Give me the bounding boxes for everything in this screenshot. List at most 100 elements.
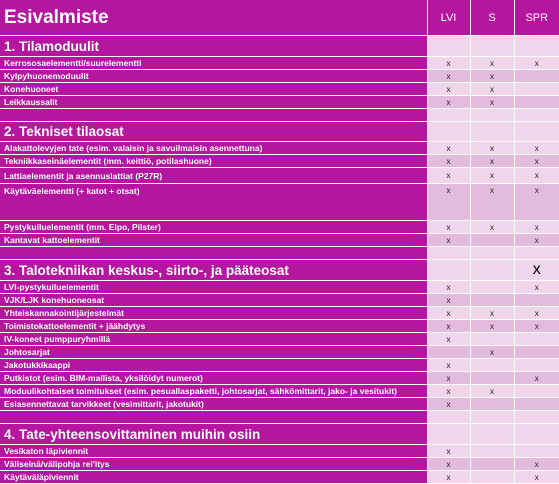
mark-cell-spr: x (513, 319, 559, 333)
mark-cell-spr (513, 35, 559, 57)
row-label: Pystykuiluelementit (mm. Elpo, Pilster) (0, 220, 428, 234)
section-header-row: 4. Tate-yhteensovittaminen muihin osiin (0, 423, 559, 445)
table-row: Käytäväelementti (+ katot + otsat) x x x (0, 183, 559, 221)
row-label: Käytäväläpiviennit (0, 470, 428, 484)
table-row: Tekniikkaseinäelementit (mm. keittiö, po… (0, 154, 559, 168)
mark-cell-lvi (426, 246, 470, 260)
mark-cell-s (469, 246, 514, 260)
mark-cell-s (469, 444, 514, 458)
row-label: Jakotukkikaappi (0, 358, 428, 372)
table-row: Toimistokattoelementit + jäähdytys x x x (0, 319, 559, 333)
mark-cell-lvi: x (426, 384, 470, 398)
table-row: IV-koneet pumppuryhmillä x (0, 332, 559, 346)
mark-cell-spr: x (513, 457, 559, 471)
mark-cell-lvi (426, 410, 470, 424)
section-title: 4. Tate-yhteensovittaminen muihin osiin (0, 423, 428, 445)
mark-cell-spr (513, 108, 559, 122)
table-row: Johtosarjat x (0, 345, 559, 359)
table-row: Lattiaelementit ja asennuslattiat (P27R)… (0, 167, 559, 184)
row-label: Lattiaelementit ja asennuslattiat (P27R) (0, 167, 428, 184)
mark-cell-spr (513, 95, 559, 109)
mark-cell-s (469, 259, 514, 281)
mark-cell-s (469, 397, 514, 411)
mark-cell-spr: x (513, 259, 559, 281)
row-label: Esiasennettavat tarvikkeet (vesimittarit… (0, 397, 428, 411)
mark-cell-s: x (469, 95, 514, 109)
mark-cell-s: x (469, 141, 514, 155)
row-label: Käytäväelementti (+ katot + otsat) (0, 183, 428, 221)
mark-cell-s: x (469, 167, 514, 184)
mark-cell-spr: x (513, 233, 559, 247)
mark-cell-lvi (426, 423, 470, 445)
mark-cell-spr (513, 332, 559, 346)
section-title: 3. Talotekniikan keskus-, siirto-, ja pä… (0, 259, 428, 281)
mark-cell-s (469, 371, 514, 385)
mark-cell-spr (513, 246, 559, 260)
row-label: IV-koneet pumppuryhmillä (0, 332, 428, 346)
table-row (0, 108, 559, 122)
mark-cell-s (469, 121, 514, 142)
mark-cell-spr: x (513, 306, 559, 320)
mark-cell-spr (513, 69, 559, 83)
mark-cell-lvi: x (426, 95, 470, 109)
mark-cell-lvi: x (426, 371, 470, 385)
table-row: Esiasennettavat tarvikkeet (vesimittarit… (0, 397, 559, 411)
mark-cell-lvi: x (426, 141, 470, 155)
mark-cell-lvi: x (426, 56, 470, 70)
mark-cell-spr: x (513, 56, 559, 70)
table-row: Vesikaton läpiviennit x (0, 444, 559, 458)
mark-cell-spr (513, 293, 559, 307)
mark-cell-lvi (426, 259, 470, 281)
table-row (0, 410, 559, 424)
mark-cell-lvi: x (426, 358, 470, 372)
mark-cell-spr: x (513, 167, 559, 184)
mark-cell-s (469, 35, 514, 57)
mark-cell-lvi (426, 121, 470, 142)
row-label: Kantavat kattoelementit (0, 233, 428, 247)
mark-cell-s: x (469, 183, 514, 221)
mark-cell-s (469, 233, 514, 247)
section-header-row: 3. Talotekniikan keskus-, siirto-, ja pä… (0, 259, 559, 281)
mark-cell-s (469, 457, 514, 471)
row-label: Kylpyhuonemoduulit (0, 69, 428, 83)
table-row: Konehuoneet x x (0, 82, 559, 96)
mark-cell-s: x (469, 384, 514, 398)
mark-cell-lvi: x (426, 444, 470, 458)
row-label (0, 410, 428, 424)
column-header-lvi: LVI (426, 0, 470, 36)
table-row: Jakotukkikaappi x (0, 358, 559, 372)
mark-cell-s (469, 108, 514, 122)
mark-cell-lvi (426, 108, 470, 122)
row-label: Leikkaussalit (0, 95, 428, 109)
table-row (0, 246, 559, 260)
table-row: Moduulikohtaiset toimitukset (esim. pesu… (0, 384, 559, 398)
section-header-row: 2. Tekniset tilaosat (0, 121, 559, 142)
mark-cell-spr (513, 444, 559, 458)
mark-cell-spr (513, 121, 559, 142)
mark-cell-spr (513, 410, 559, 424)
table-row: Käytäväläpiviennit x x (0, 470, 559, 484)
row-label: Vesikaton läpiviennit (0, 444, 428, 458)
row-label (0, 108, 428, 122)
mark-cell-spr: x (513, 470, 559, 484)
mark-cell-spr (513, 423, 559, 445)
row-label: Tekniikkaseinäelementit (mm. keittiö, po… (0, 154, 428, 168)
mark-cell-s: x (469, 220, 514, 234)
row-label: Johtosarjat (0, 345, 428, 359)
mark-cell-spr: x (513, 183, 559, 221)
mark-cell-lvi: x (426, 470, 470, 484)
table-row: Kylpyhuonemoduulit x x (0, 69, 559, 83)
mark-cell-s (469, 470, 514, 484)
row-label: VJK/LJK konehuoneosat (0, 293, 428, 307)
mark-cell-spr: x (513, 280, 559, 294)
mark-cell-lvi: x (426, 397, 470, 411)
mark-cell-lvi: x (426, 69, 470, 83)
mark-cell-spr (513, 82, 559, 96)
mark-cell-spr: x (513, 220, 559, 234)
mark-cell-lvi: x (426, 220, 470, 234)
mark-cell-lvi: x (426, 154, 470, 168)
mark-cell-spr (513, 397, 559, 411)
mark-cell-lvi: x (426, 82, 470, 96)
mark-cell-lvi: x (426, 457, 470, 471)
